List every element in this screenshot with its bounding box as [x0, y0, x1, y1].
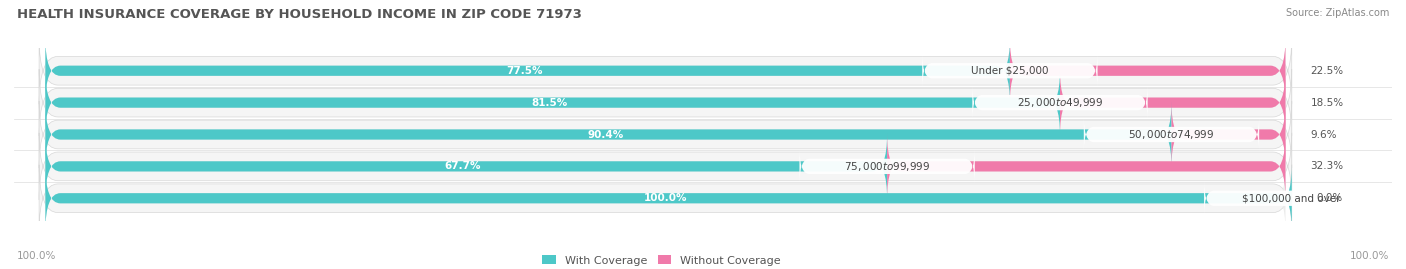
- FancyBboxPatch shape: [45, 69, 1285, 136]
- FancyBboxPatch shape: [1060, 69, 1285, 136]
- FancyBboxPatch shape: [45, 69, 1060, 136]
- FancyBboxPatch shape: [39, 101, 1292, 168]
- Text: $25,000 to $49,999: $25,000 to $49,999: [1017, 96, 1104, 109]
- Text: Under $25,000: Under $25,000: [972, 66, 1049, 76]
- Text: 67.7%: 67.7%: [444, 161, 481, 171]
- FancyBboxPatch shape: [39, 37, 1292, 104]
- FancyBboxPatch shape: [1084, 117, 1260, 152]
- FancyBboxPatch shape: [973, 85, 1147, 121]
- Text: 18.5%: 18.5%: [1310, 98, 1344, 108]
- Text: $50,000 to $74,999: $50,000 to $74,999: [1129, 128, 1215, 141]
- Text: $100,000 and over: $100,000 and over: [1243, 193, 1341, 203]
- FancyBboxPatch shape: [45, 101, 1171, 168]
- FancyBboxPatch shape: [39, 165, 1292, 232]
- FancyBboxPatch shape: [45, 38, 1285, 104]
- Text: 32.3%: 32.3%: [1310, 161, 1344, 171]
- FancyBboxPatch shape: [800, 148, 974, 184]
- Text: 81.5%: 81.5%: [531, 98, 568, 108]
- FancyBboxPatch shape: [922, 53, 1098, 89]
- Text: 0.0%: 0.0%: [1317, 193, 1343, 203]
- FancyBboxPatch shape: [1171, 101, 1285, 168]
- Text: 100.0%: 100.0%: [1350, 251, 1389, 261]
- Text: 90.4%: 90.4%: [588, 129, 623, 140]
- Text: 22.5%: 22.5%: [1310, 66, 1344, 76]
- FancyBboxPatch shape: [1204, 180, 1379, 216]
- FancyBboxPatch shape: [1010, 38, 1285, 104]
- FancyBboxPatch shape: [39, 133, 1292, 200]
- Text: 9.6%: 9.6%: [1310, 129, 1337, 140]
- Text: 77.5%: 77.5%: [506, 66, 543, 76]
- Text: 100.0%: 100.0%: [17, 251, 56, 261]
- Text: HEALTH INSURANCE COVERAGE BY HOUSEHOLD INCOME IN ZIP CODE 71973: HEALTH INSURANCE COVERAGE BY HOUSEHOLD I…: [17, 8, 582, 21]
- Legend: With Coverage, Without Coverage: With Coverage, Without Coverage: [538, 251, 786, 269]
- Text: Source: ZipAtlas.com: Source: ZipAtlas.com: [1285, 8, 1389, 18]
- FancyBboxPatch shape: [45, 133, 887, 200]
- FancyBboxPatch shape: [45, 165, 1292, 231]
- FancyBboxPatch shape: [45, 165, 1285, 231]
- FancyBboxPatch shape: [45, 101, 1285, 168]
- Text: $75,000 to $99,999: $75,000 to $99,999: [844, 160, 931, 173]
- FancyBboxPatch shape: [887, 133, 1285, 200]
- FancyBboxPatch shape: [39, 69, 1292, 136]
- FancyBboxPatch shape: [45, 38, 1010, 104]
- FancyBboxPatch shape: [45, 133, 1285, 200]
- Text: 100.0%: 100.0%: [644, 193, 688, 203]
